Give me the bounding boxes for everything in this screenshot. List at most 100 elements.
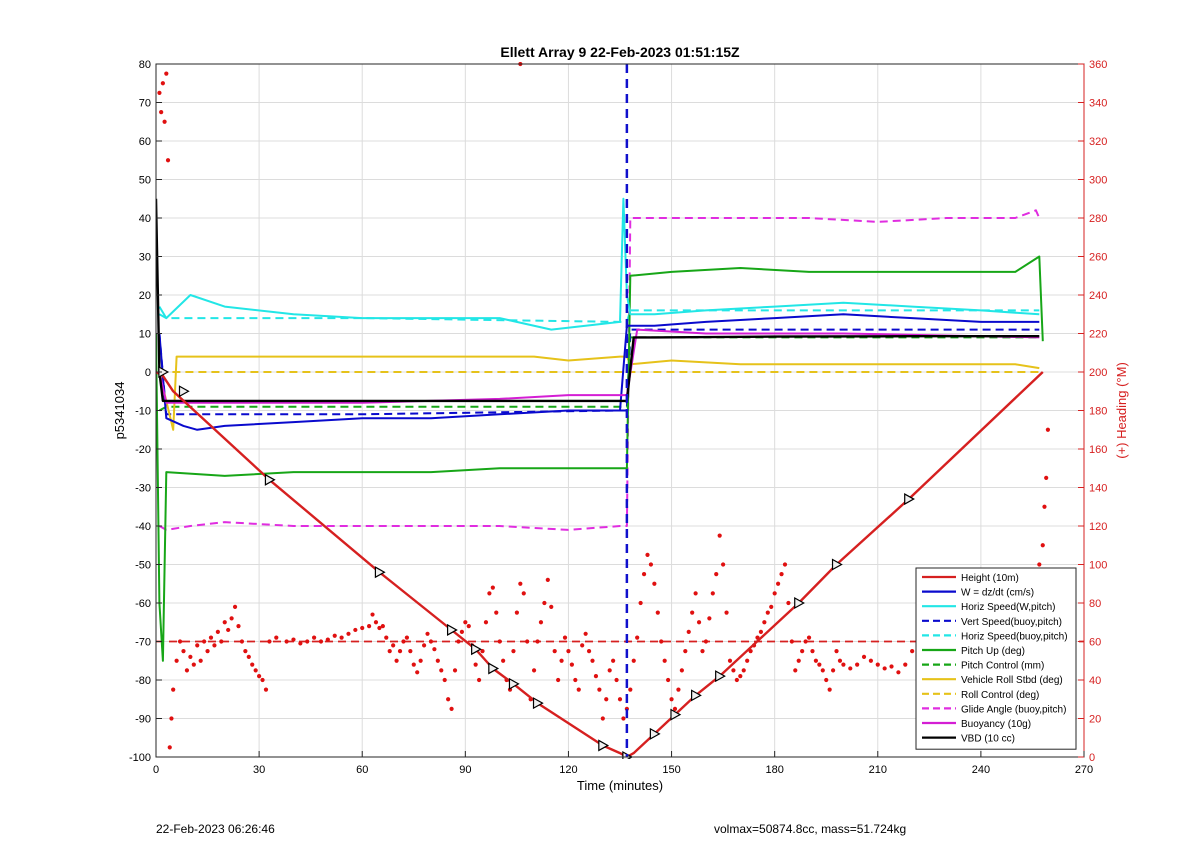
- heading-point: [731, 668, 736, 673]
- heading-point: [903, 662, 908, 667]
- heading-point: [318, 639, 324, 644]
- heading-point: [411, 662, 416, 667]
- heading-point: [531, 668, 537, 673]
- heading-point: [600, 716, 605, 721]
- heading-point: [205, 649, 210, 654]
- heading-point: [745, 658, 750, 663]
- heading-point: [408, 649, 413, 654]
- legend-label: Pitch Control (mm): [961, 661, 1044, 672]
- heading-point: [641, 572, 647, 577]
- height-marker: [904, 493, 915, 506]
- y2-tick-label: 340: [1089, 98, 1107, 110]
- data-layer: [156, 62, 1084, 759]
- heading-point: [212, 643, 217, 648]
- heading-point: [397, 649, 403, 654]
- y-tick-label: -20: [135, 444, 151, 456]
- heading-point: [463, 620, 468, 625]
- heading-point: [724, 610, 729, 615]
- heading-point: [824, 677, 829, 683]
- heading-point: [830, 668, 836, 673]
- heading-point: [428, 639, 434, 644]
- heading-point: [446, 697, 451, 702]
- heading-point: [501, 658, 506, 663]
- legend-label: Glide Angle (buoy,pitch): [961, 704, 1066, 715]
- heading-point: [162, 119, 167, 124]
- heading-point: [188, 654, 193, 660]
- heading-point: [693, 591, 698, 596]
- heading-point: [229, 616, 234, 621]
- legend-label: Vehicle Roll Stbd (deg): [961, 675, 1063, 686]
- y2-tick-label: 120: [1089, 521, 1107, 533]
- y2-tick-label: 360: [1089, 59, 1107, 71]
- y-tick-label: -70: [135, 637, 151, 649]
- heading-point: [243, 649, 248, 654]
- heading-point: [404, 635, 410, 640]
- heading-point: [494, 610, 499, 615]
- heading-point: [360, 625, 365, 631]
- y2-tick-label: 260: [1089, 252, 1107, 264]
- legend-label: Roll Control (deg): [961, 690, 1039, 701]
- series-line: [158, 313, 1040, 431]
- vehicle-stats-footer: volmax=50874.8cc, mass=51.724kg: [714, 822, 907, 836]
- heading-point: [370, 612, 375, 617]
- heading-point: [177, 639, 183, 644]
- heading-point: [628, 687, 633, 692]
- heading-point: [707, 616, 712, 621]
- series-line: [156, 255, 1044, 662]
- heading-point: [614, 677, 619, 683]
- y2-tick-label: 240: [1089, 290, 1107, 302]
- heading-point: [373, 620, 379, 625]
- y-tick-label: 60: [139, 136, 151, 148]
- heading-point: [215, 629, 220, 634]
- heading-point: [483, 620, 489, 625]
- x-tick-label: 0: [153, 764, 159, 776]
- heading-point: [573, 677, 578, 683]
- heading-point: [312, 635, 317, 640]
- series-line: [158, 328, 1040, 404]
- heading-point: [391, 643, 396, 648]
- heading-point: [346, 631, 351, 636]
- y-tick-label: -60: [135, 598, 151, 610]
- y-tick-label: -30: [135, 483, 151, 495]
- heading-point: [246, 654, 251, 660]
- heading-point: [552, 649, 557, 654]
- y-tick-label: -80: [135, 675, 151, 687]
- heading-point: [676, 687, 681, 692]
- heading-point: [542, 600, 547, 606]
- height-marker: [264, 473, 276, 486]
- heading-point: [800, 649, 805, 654]
- heading-point: [432, 647, 437, 652]
- heading-point: [165, 158, 171, 163]
- y2-tick-label: 300: [1089, 175, 1107, 187]
- heading-point: [1037, 562, 1042, 567]
- heading-point: [727, 658, 733, 663]
- heading-point: [1045, 427, 1051, 432]
- heading-point: [164, 71, 169, 76]
- heading-point: [549, 604, 554, 609]
- y2-tick-label: 0: [1089, 752, 1095, 764]
- heading-point: [219, 639, 224, 644]
- heading-point: [837, 658, 843, 663]
- legend-box: [915, 567, 1077, 750]
- y-tick-label: -40: [135, 521, 151, 533]
- heading-point: [260, 677, 265, 683]
- heading-point: [611, 658, 616, 663]
- y2-tick-label: 60: [1089, 637, 1101, 649]
- heading-point: [518, 581, 523, 586]
- heading-point: [690, 610, 695, 615]
- heading-point: [910, 649, 915, 654]
- heading-point: [514, 610, 519, 615]
- heading-point: [779, 572, 784, 577]
- heading-point: [160, 81, 165, 86]
- heading-point: [366, 624, 372, 629]
- heading-point: [631, 658, 636, 663]
- heading-point: [562, 635, 568, 640]
- heading-point: [291, 637, 296, 642]
- x-tick-label: 150: [662, 764, 680, 776]
- height-marker: [532, 697, 544, 710]
- heading-point: [655, 610, 660, 615]
- height-marker: [670, 708, 682, 721]
- y-tick-label: -100: [129, 752, 151, 764]
- heading-point: [169, 716, 174, 721]
- heading-point: [621, 716, 626, 721]
